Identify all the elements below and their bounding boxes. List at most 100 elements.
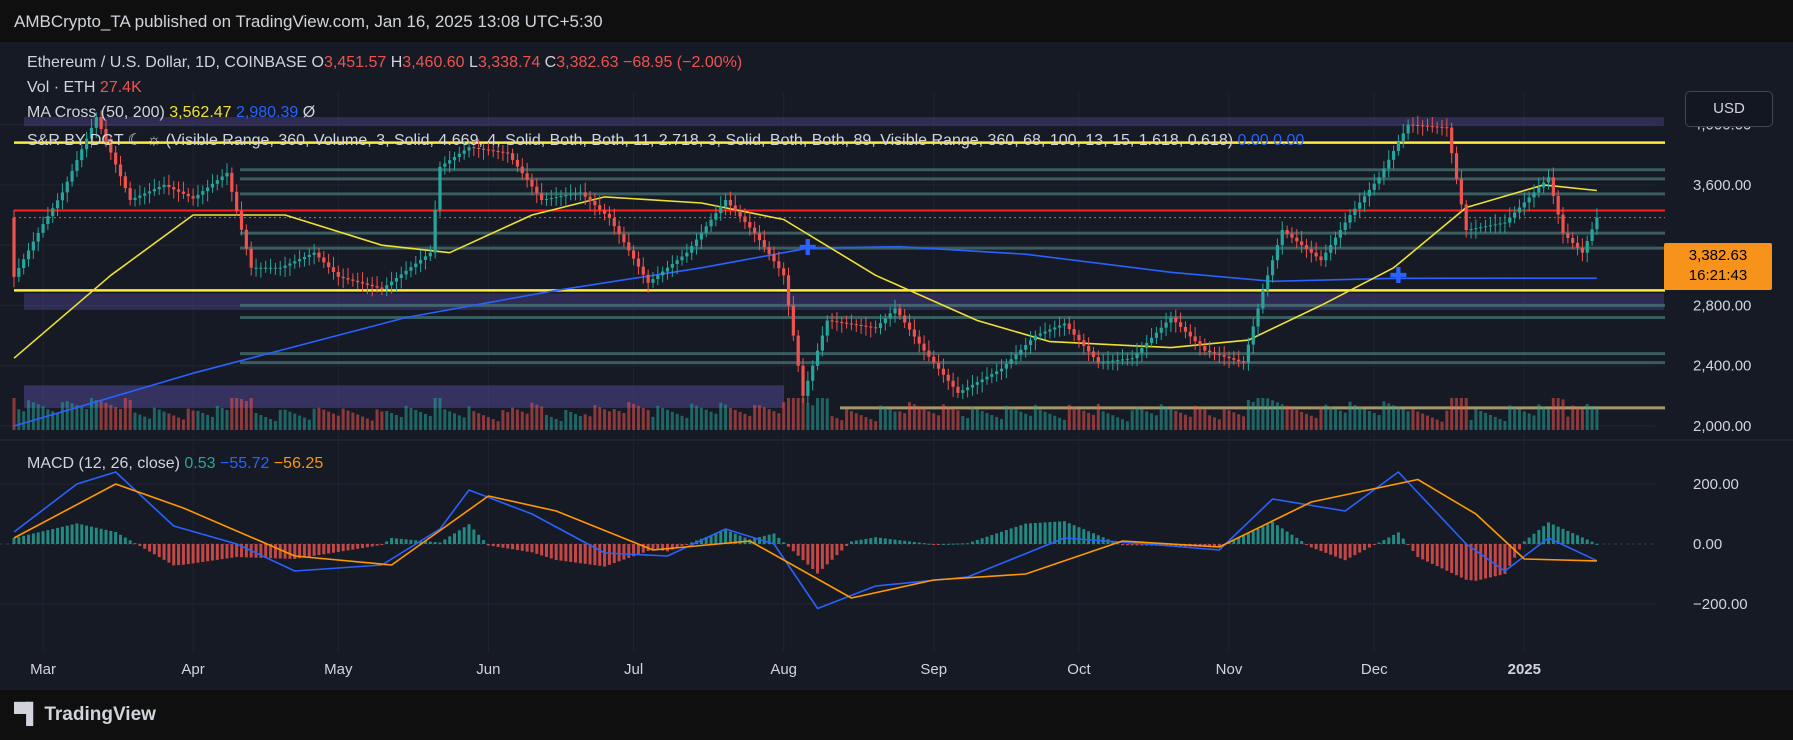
volume-bar: [1256, 398, 1260, 430]
macd-histogram: [12, 471, 1599, 610]
volume-bar: [612, 409, 616, 430]
currency-button[interactable]: USD: [1685, 91, 1773, 127]
volume-bar: [1353, 405, 1357, 430]
chart-canvas[interactable]: ✚✚ 2,000.002,400.002,800.003,600.004,000…: [0, 42, 1793, 690]
tv-logo-text: TradingView: [44, 703, 156, 725]
macd-hist-bar: [1169, 544, 1173, 546]
volume-bar: [46, 409, 50, 430]
volume-bar: [1348, 401, 1352, 430]
candle-body: [1241, 361, 1246, 363]
candle-body: [970, 384, 975, 388]
candle-body: [80, 149, 84, 161]
candle-body: [569, 194, 573, 196]
volume-bar: [152, 407, 156, 430]
volume-bars: [12, 398, 1599, 430]
volume-bar: [665, 409, 669, 430]
candle-body: [264, 267, 268, 269]
candle-body: [60, 192, 65, 201]
candle-body: [491, 150, 495, 152]
volume-bar: [220, 407, 224, 430]
volume-bar: [138, 414, 142, 430]
candle-body: [806, 380, 810, 396]
macd-hist-bar: [956, 543, 960, 545]
candle-body: [1503, 222, 1507, 224]
candle-body: [1169, 317, 1173, 323]
volume-bar: [636, 406, 640, 430]
ma200-line: [13, 245, 1597, 427]
volume-bar: [191, 410, 195, 430]
chart-frame[interactable]: ✚✚ 2,000.002,400.002,800.003,600.004,000…: [0, 42, 1793, 690]
volume-bar: [341, 408, 345, 430]
macd-legend[interactable]: MACD (12, 26, close) 0.53 −55.72 −56.25: [27, 455, 323, 473]
macd-hist-bar: [733, 533, 737, 544]
candle-body: [1019, 349, 1023, 355]
volume-legend[interactable]: Vol · ETH 27.4K: [27, 79, 142, 97]
volume-bar: [394, 415, 398, 430]
candle-body: [791, 305, 795, 336]
volume-bar: [549, 416, 553, 430]
candle-body: [1474, 228, 1478, 230]
candle-body: [690, 246, 694, 253]
sr-legend[interactable]: S&R BY DGT ☾ ☼ (Visible Range, 360, Volu…: [27, 130, 1477, 150]
candle-body: [757, 233, 762, 241]
macd-hist-bar: [60, 526, 64, 544]
volume-bar: [123, 398, 127, 430]
candle-body: [1411, 124, 1415, 126]
candle-body: [268, 267, 273, 269]
candle-body: [181, 191, 186, 194]
macd-hist-bar: [138, 544, 142, 546]
macd-hist-bar: [1396, 532, 1400, 544]
macd-hist-bar: [302, 544, 306, 558]
volume-bar: [1324, 404, 1328, 430]
macd-hist-bar: [1338, 544, 1342, 559]
macd-hist-bar: [259, 544, 263, 558]
volume-bar: [56, 413, 60, 430]
candle-body: [995, 371, 999, 375]
macd-hist-bar: [782, 542, 786, 544]
macd-hist-bar: [927, 543, 931, 545]
volume-bar: [1401, 409, 1405, 430]
candle-body: [743, 216, 747, 223]
volume-bar: [404, 406, 408, 430]
macd-hist-bar: [661, 544, 665, 551]
macd-hist-bar: [365, 544, 369, 548]
macd-hist-bar: [269, 544, 273, 559]
candle-body: [346, 278, 350, 280]
candle-body: [723, 199, 728, 207]
volume-bar: [1411, 409, 1415, 430]
macd-hist-bar: [143, 544, 147, 549]
volume-bar: [1309, 415, 1313, 430]
candle-body: [448, 160, 452, 164]
volume-bar: [1358, 407, 1362, 430]
volume-bar: [1116, 417, 1120, 430]
candle-body: [728, 199, 733, 206]
ma-legend[interactable]: MA Cross (50, 200) 3,562.47 2,980.39 Ø: [27, 104, 315, 122]
volume-bar: [903, 413, 907, 430]
candle-body: [612, 218, 616, 227]
candle-body: [1324, 252, 1328, 261]
volume-bar: [244, 401, 248, 430]
volume-bar: [1430, 417, 1434, 430]
candle-body: [322, 257, 326, 263]
candle-body: [786, 275, 791, 306]
candle-body: [443, 163, 447, 167]
candle-body: [114, 152, 118, 165]
macd-hist-bar: [220, 544, 224, 560]
volume-bar: [1537, 404, 1541, 430]
candle-body: [1353, 208, 1357, 216]
candle-body: [1367, 189, 1371, 197]
candle-body: [1014, 354, 1018, 360]
macd-hist-bar: [583, 544, 587, 564]
macd-hist-bar: [675, 544, 679, 548]
candle-body: [772, 254, 776, 262]
tradingview-logo[interactable]: ▀▌ TradingView: [14, 703, 156, 726]
volume-bar: [932, 413, 936, 430]
macd-hist-bar: [632, 544, 636, 557]
macd-hist-bar: [1246, 533, 1250, 544]
symbol-legend[interactable]: Ethereum / U.S. Dollar, 1D, COINBASE O3,…: [27, 54, 742, 72]
macd-hist-bar: [1580, 537, 1584, 544]
candle-body: [1246, 344, 1250, 363]
candle-body: [278, 267, 282, 269]
macd-hist-bar: [210, 544, 214, 561]
macd-hist-bar: [1474, 544, 1478, 581]
